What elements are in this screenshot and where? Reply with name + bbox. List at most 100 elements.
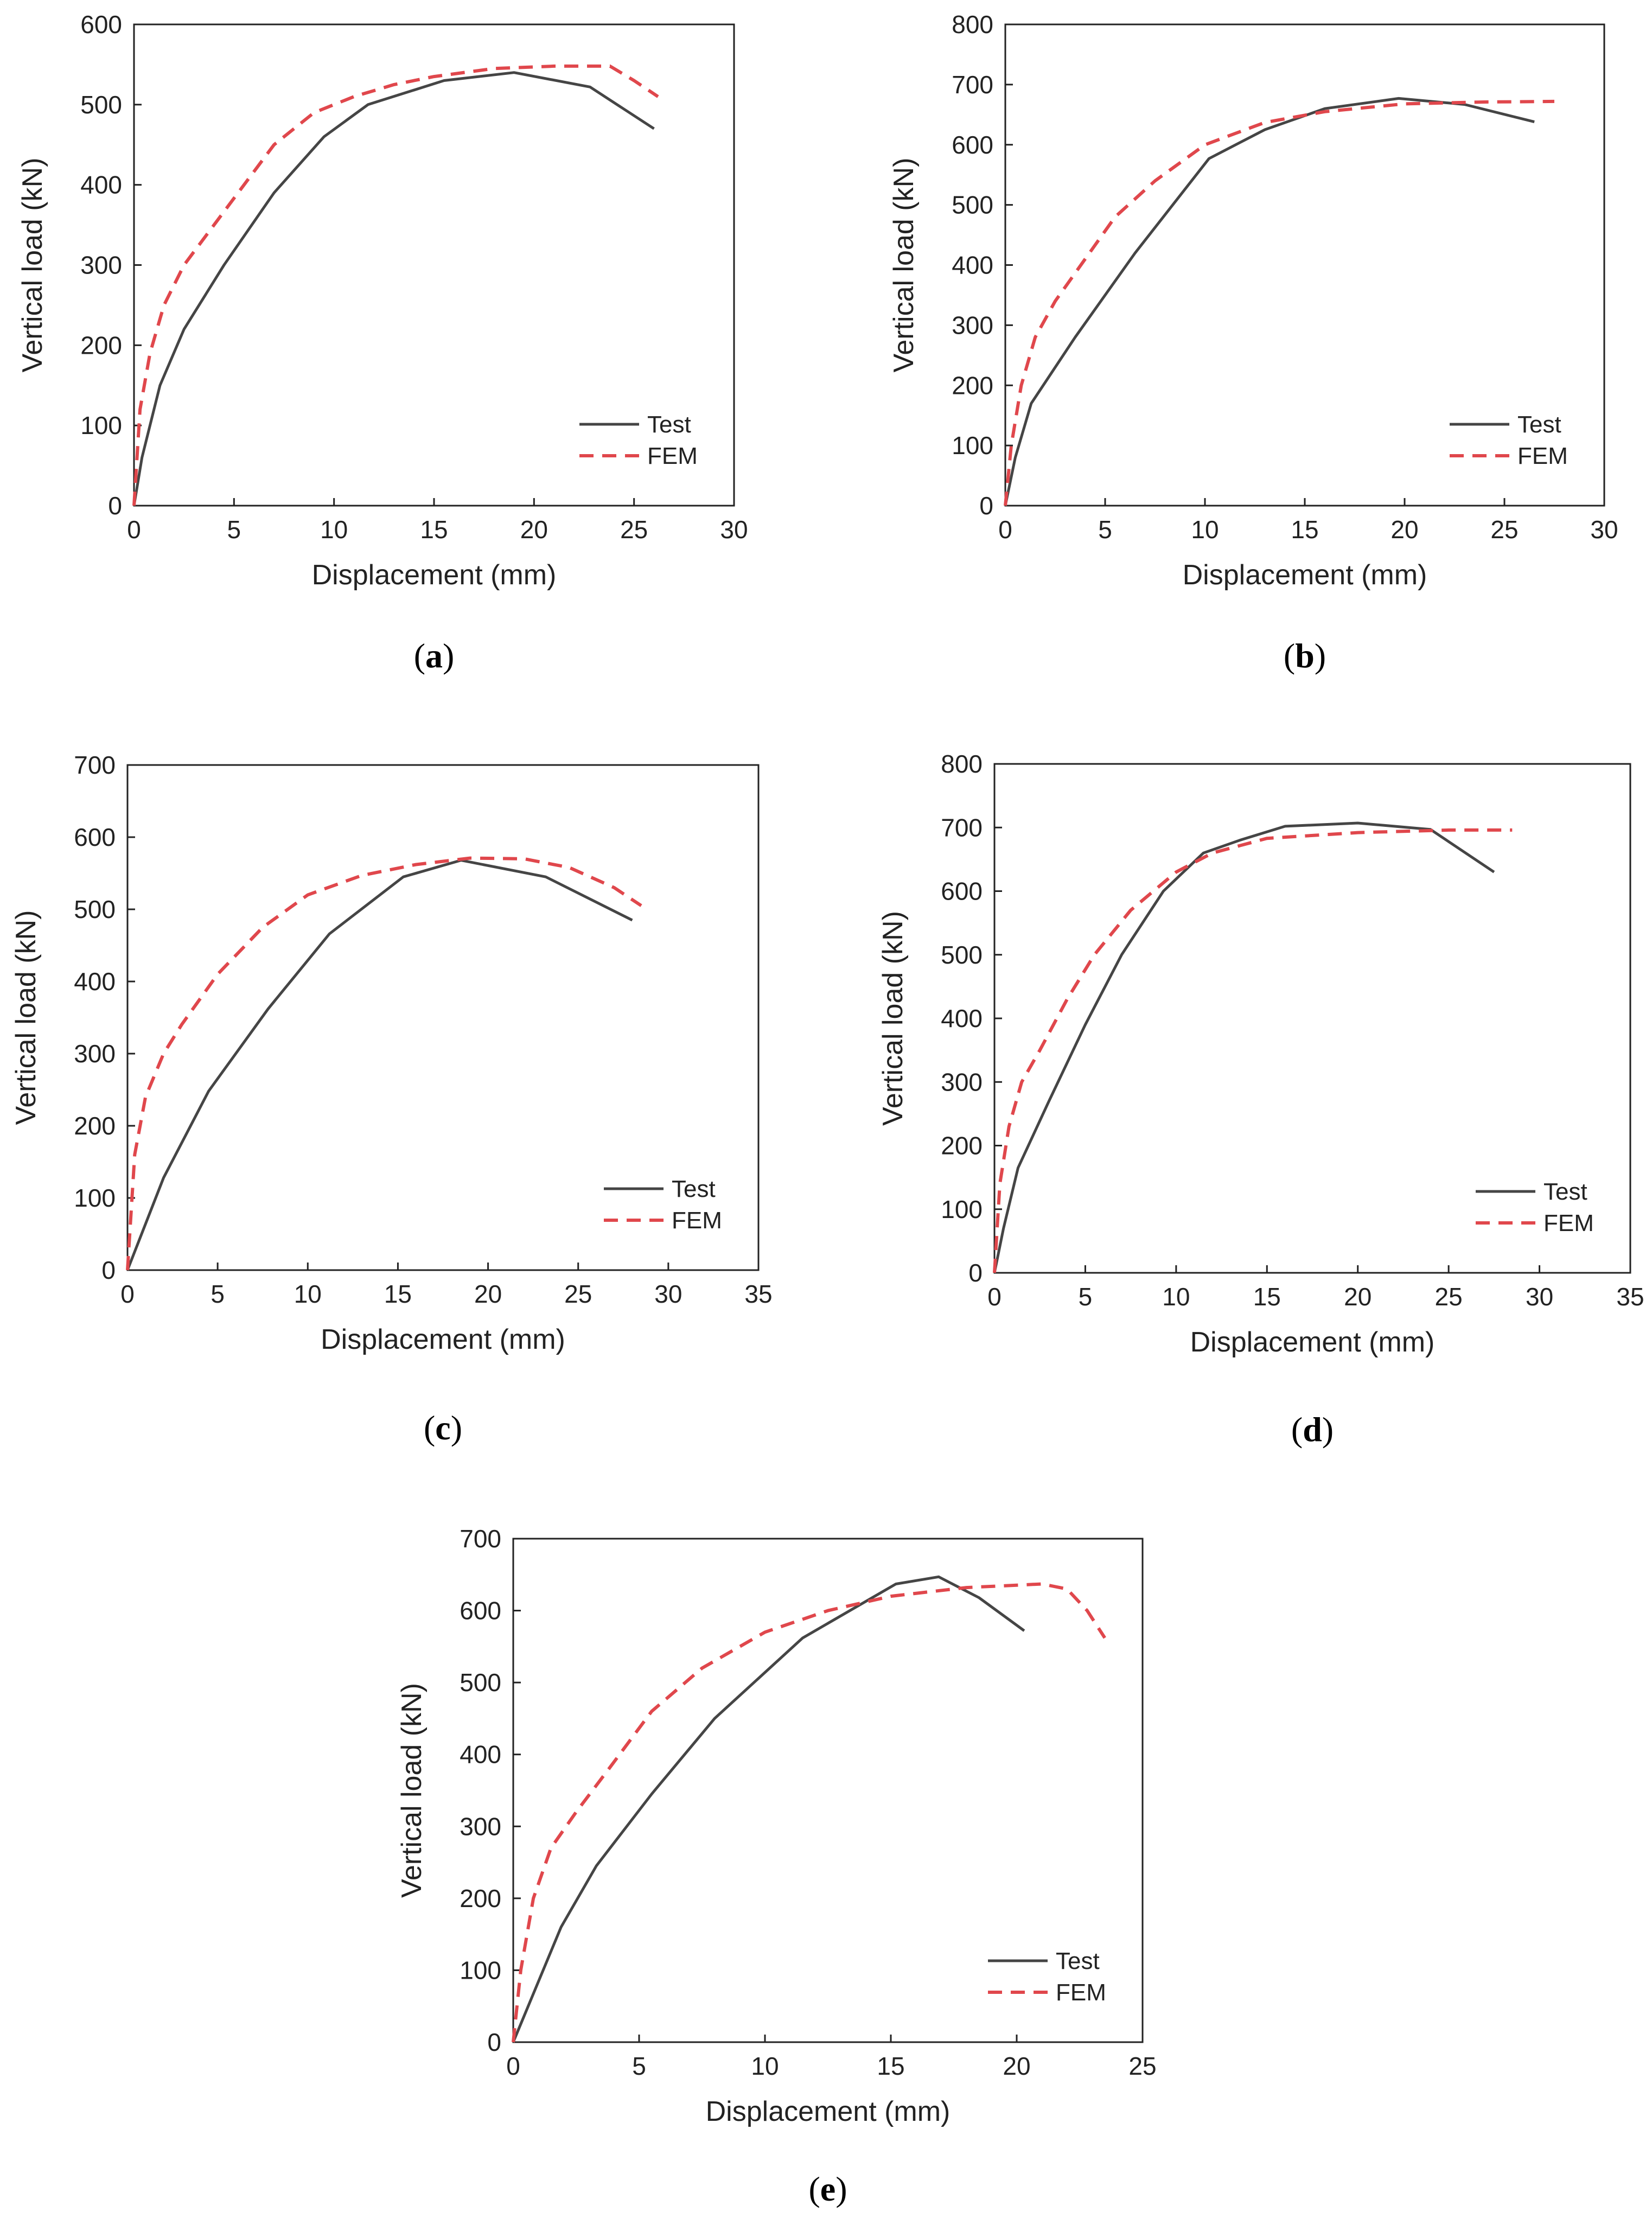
plot-area-frame <box>126 764 760 1271</box>
fem-series-line <box>126 856 642 1271</box>
y-axis-title: Vertical load (kN) <box>888 158 920 373</box>
x-tick-label: 15 <box>1253 1283 1281 1311</box>
x-tick-label: 20 <box>520 515 548 544</box>
y-tick-label: 200 <box>941 1132 983 1160</box>
x-axis-title: Displacement (mm) <box>1183 559 1427 591</box>
y-tick-label: 400 <box>941 1004 983 1032</box>
caption-open-paren: ( <box>808 2170 820 2208</box>
x-tick-label: 15 <box>1291 515 1318 544</box>
y-tick-label: 600 <box>80 10 122 39</box>
y-tick-label: 0 <box>979 492 993 520</box>
x-tick-label: 25 <box>1435 1283 1463 1311</box>
caption-letter: c <box>435 1408 450 1447</box>
x-tick-label: 10 <box>320 515 348 544</box>
x-tick-label: 5 <box>227 515 241 544</box>
caption-open-paren: ( <box>414 636 425 675</box>
y-tick-label: 400 <box>460 1741 501 1769</box>
fem-series-line <box>132 64 659 506</box>
x-tick-label: 10 <box>1191 515 1219 544</box>
caption-close-paren: ) <box>451 1408 462 1447</box>
y-tick-label: 800 <box>952 10 993 39</box>
legend-test-label: Test <box>1543 1178 1587 1205</box>
x-tick-label: 35 <box>744 1280 772 1308</box>
y-tick-label: 700 <box>941 813 983 841</box>
y-tick-label: 0 <box>108 492 122 520</box>
panel-caption: (e) <box>808 2170 847 2208</box>
caption-close-paren: ) <box>1322 1410 1334 1449</box>
x-tick-label: 20 <box>1391 515 1418 544</box>
y-tick-label: 200 <box>460 1884 501 1912</box>
y-tick-label: 500 <box>952 191 993 219</box>
x-tick-label: 35 <box>1616 1283 1644 1311</box>
caption-letter: a <box>425 636 443 675</box>
caption-close-paren: ) <box>1315 636 1326 675</box>
y-tick-label: 800 <box>941 750 983 778</box>
y-tick-label: 300 <box>80 251 122 279</box>
x-tick-label: 0 <box>987 1283 1002 1311</box>
x-tick-label: 30 <box>1590 515 1618 544</box>
x-tick-label: 5 <box>211 1280 225 1308</box>
chart-panel-c: 0 5 10 15 20 25 30 35 0 100 200 300 400 500 600 700 Disp… <box>10 751 773 1447</box>
y-tick-label: 200 <box>80 331 122 359</box>
y-tick-label: 600 <box>941 877 983 906</box>
test-series-line <box>512 1575 1025 2043</box>
caption-open-paren: ( <box>1291 1410 1303 1449</box>
legend: Test FEM <box>1476 1178 1594 1236</box>
y-tick-label: 500 <box>941 941 983 969</box>
panel-caption: (b) <box>1284 636 1326 675</box>
x-tick-label: 10 <box>1162 1283 1190 1311</box>
y-tick-label: 0 <box>101 1256 116 1284</box>
chart-panel-d: 0 5 10 15 20 25 30 35 0 100 200 300 400 500 600 700 800 D… <box>877 750 1644 1449</box>
y-tick-label: 400 <box>80 171 122 199</box>
x-tick-label: 10 <box>294 1280 322 1308</box>
legend-fem-label: FEM <box>1517 443 1568 469</box>
fem-series-line <box>512 1582 1106 2043</box>
x-tick-label: 20 <box>1003 2052 1030 2080</box>
y-tick-label: 200 <box>952 371 993 399</box>
y-tick-label: 500 <box>74 895 116 923</box>
x-axis-title: Displacement (mm) <box>312 559 557 591</box>
y-axis-title: Vertical load (kN) <box>10 910 42 1125</box>
legend: Test FEM <box>1450 411 1568 469</box>
test-series-line <box>993 821 1495 1273</box>
y-tick-label: 100 <box>80 411 122 439</box>
panel-caption: (c) <box>424 1408 462 1447</box>
y-axis-title: Vertical load (kN) <box>17 158 48 373</box>
x-tick-label: 0 <box>120 1280 135 1308</box>
x-tick-label: 5 <box>1098 515 1112 544</box>
legend-test-label: Test <box>1517 411 1561 438</box>
x-tick-label: 15 <box>420 515 448 544</box>
caption-open-paren: ( <box>1284 636 1295 675</box>
plot-area-frame <box>512 1538 1144 2043</box>
y-tick-label: 600 <box>952 131 993 159</box>
x-tick-label: 20 <box>474 1280 502 1308</box>
x-tick-label: 15 <box>384 1280 412 1308</box>
x-tick-label: 30 <box>1526 1283 1553 1311</box>
x-tick-label: 0 <box>127 515 141 544</box>
chart-panel-e: 0 5 10 15 20 25 0 100 200 300 400 500 600 700 Displace… <box>396 1525 1157 2208</box>
legend-test-label: Test <box>647 411 691 438</box>
y-tick-label: 0 <box>487 2028 501 2056</box>
y-tick-label: 200 <box>74 1112 116 1140</box>
y-tick-label: 300 <box>74 1040 116 1068</box>
legend-fem-label: FEM <box>1056 1979 1106 2006</box>
x-tick-label: 25 <box>620 515 648 544</box>
x-axis-title: Displacement (mm) <box>706 2096 951 2127</box>
y-tick-label: 100 <box>74 1184 116 1212</box>
legend-test-label: Test <box>672 1176 716 1202</box>
y-tick-label: 400 <box>74 967 116 996</box>
legend-fem-label: FEM <box>672 1207 722 1234</box>
y-tick-label: 100 <box>460 1956 501 1984</box>
x-axis-title: Displacement (mm) <box>1190 1327 1435 1358</box>
y-tick-label: 400 <box>952 251 993 279</box>
fem-series-line <box>993 828 1513 1273</box>
chart-panel-b: 0 5 10 15 20 25 300100200300400500600700800Dis… <box>888 10 1618 675</box>
y-axis-title: Vertical load (kN) <box>877 911 909 1126</box>
y-tick-label: 300 <box>941 1068 983 1096</box>
x-tick-label: 20 <box>1344 1283 1372 1311</box>
legend-test-label: Test <box>1056 1948 1100 1974</box>
x-tick-label: 0 <box>506 2052 520 2080</box>
test-series-line <box>126 859 633 1271</box>
legend-fem-label: FEM <box>1543 1210 1594 1236</box>
